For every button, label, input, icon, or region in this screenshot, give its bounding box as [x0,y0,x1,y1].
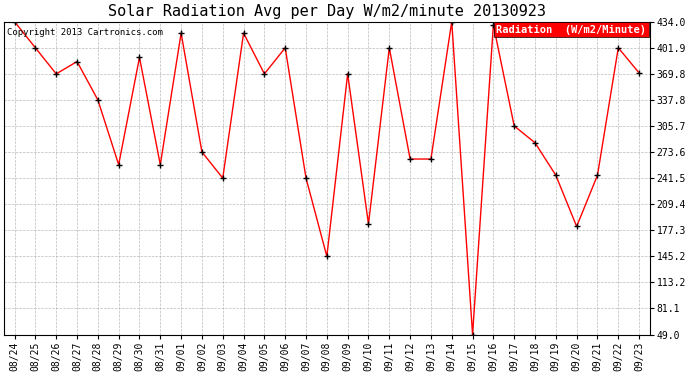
Text: Radiation  (W/m2/Minute): Radiation (W/m2/Minute) [496,25,647,35]
Text: Copyright 2013 Cartronics.com: Copyright 2013 Cartronics.com [8,28,164,37]
Title: Solar Radiation Avg per Day W/m2/minute 20130923: Solar Radiation Avg per Day W/m2/minute … [108,4,546,19]
